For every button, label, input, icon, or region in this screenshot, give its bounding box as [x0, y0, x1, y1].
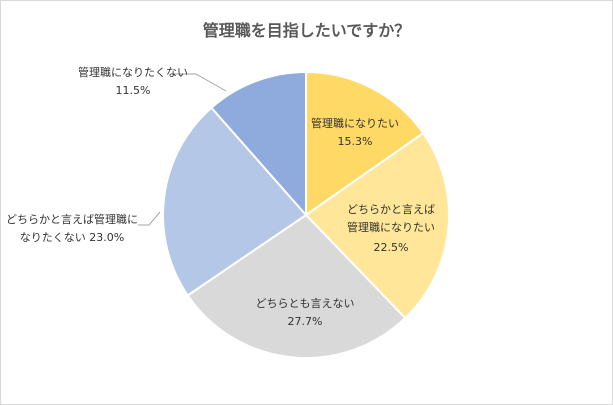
slice-label-1-name-line1: どちらかと言えば	[347, 203, 435, 216]
slice-label-1-name-line2: 管理職になりたい	[347, 220, 435, 234]
pie-slices	[162, 70, 450, 359]
pie-slice-1	[304, 131, 450, 320]
chart-title: 管理職を目指したいですか？	[202, 21, 411, 40]
pie-slice-3	[162, 106, 308, 297]
leader-line-rather-no	[138, 211, 161, 226]
slice-label-1-percent: 22.5%	[374, 241, 409, 254]
pie-slice-4	[210, 70, 307, 218]
pie-slice-2	[186, 213, 407, 359]
slice-label-3-name-line2: なりたくない 23.0%	[20, 231, 124, 244]
slice-label-3-name-line1: どちらかと言えば管理職に	[6, 212, 138, 226]
pie-slice-0	[305, 70, 425, 217]
leader-lines	[138, 73, 227, 226]
leader-line-no	[172, 73, 227, 92]
slice-label-4-percent: 11.5%	[116, 84, 151, 97]
slice-label-0-name: 管理職になりたい	[311, 116, 399, 130]
slice-label-2-percent: 27.7%	[288, 315, 323, 328]
slice-label-2-name: どちらとも言えない	[256, 297, 355, 310]
slice-label-4-name: 管理職になりたくない	[78, 65, 188, 79]
slice-label-0-percent: 15.3%	[338, 135, 373, 148]
